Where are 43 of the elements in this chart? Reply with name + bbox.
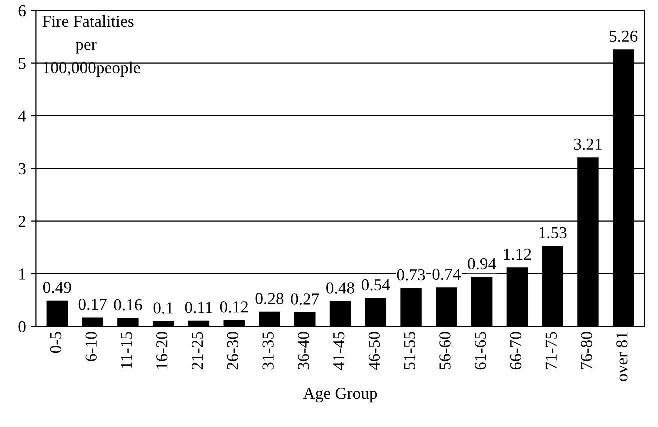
x-tick-label: 56-60: [440, 332, 451, 370]
data-label: 0.54: [362, 279, 390, 291]
x-tick-label: 0-5: [50, 332, 62, 354]
x-tick-label: 36-40: [298, 332, 310, 370]
x-tick-label: 46-50: [368, 332, 380, 370]
y-axis-title: Fire Fatalities per 100,000people: [42, 15, 140, 77]
data-label: 0.27: [291, 294, 320, 305]
data-label: 0.16: [114, 299, 142, 311]
x-tick-label: 11-15: [121, 332, 132, 368]
x-tick-label: 6-10: [86, 332, 97, 362]
y-tick-label: 5: [19, 58, 26, 70]
data-label: 1.53: [540, 227, 567, 239]
x-tick-label: over 81: [616, 332, 628, 382]
x-tick-label: 26-30: [227, 332, 239, 370]
x-axis-title: Age Group: [303, 388, 378, 403]
x-tick-label: 71-75: [546, 332, 558, 370]
y-tick-label: 3: [18, 163, 26, 175]
data-label: 0.1: [154, 302, 173, 314]
data-label: 0.17: [78, 298, 107, 310]
data-label: 0.28: [256, 293, 284, 304]
data-label: 3.21: [574, 138, 602, 150]
y-tick-label: 0: [18, 321, 26, 333]
x-tick-label: 51-55: [404, 332, 416, 370]
x-tick-label: 21-25: [192, 332, 204, 370]
data-label: 0.49: [43, 282, 72, 294]
x-tick-label: 41-45: [334, 332, 345, 370]
data-label: 0.74: [432, 268, 461, 280]
data-label: 0.73: [397, 269, 426, 281]
data-label: 0.12: [220, 302, 248, 313]
data-label: 1.12: [504, 248, 532, 260]
data-label: 0.94: [468, 258, 496, 270]
data-label: 0.11: [185, 302, 212, 314]
y-tick-label: 2: [18, 216, 26, 228]
y-tick-label: 4: [18, 110, 26, 122]
x-tick-label: 76-80: [581, 332, 592, 370]
x-tick-label: 66-70: [510, 332, 522, 370]
x-tick-label: 16-20: [156, 332, 168, 369]
data-label: 0.48: [326, 282, 354, 294]
y-tick-label: 1: [20, 268, 26, 280]
x-tick-label: 61-65: [475, 332, 486, 370]
y-tick-label: 6: [18, 5, 26, 17]
x-tick-label: 31-35: [262, 332, 274, 370]
data-label: 5.26: [610, 30, 638, 42]
